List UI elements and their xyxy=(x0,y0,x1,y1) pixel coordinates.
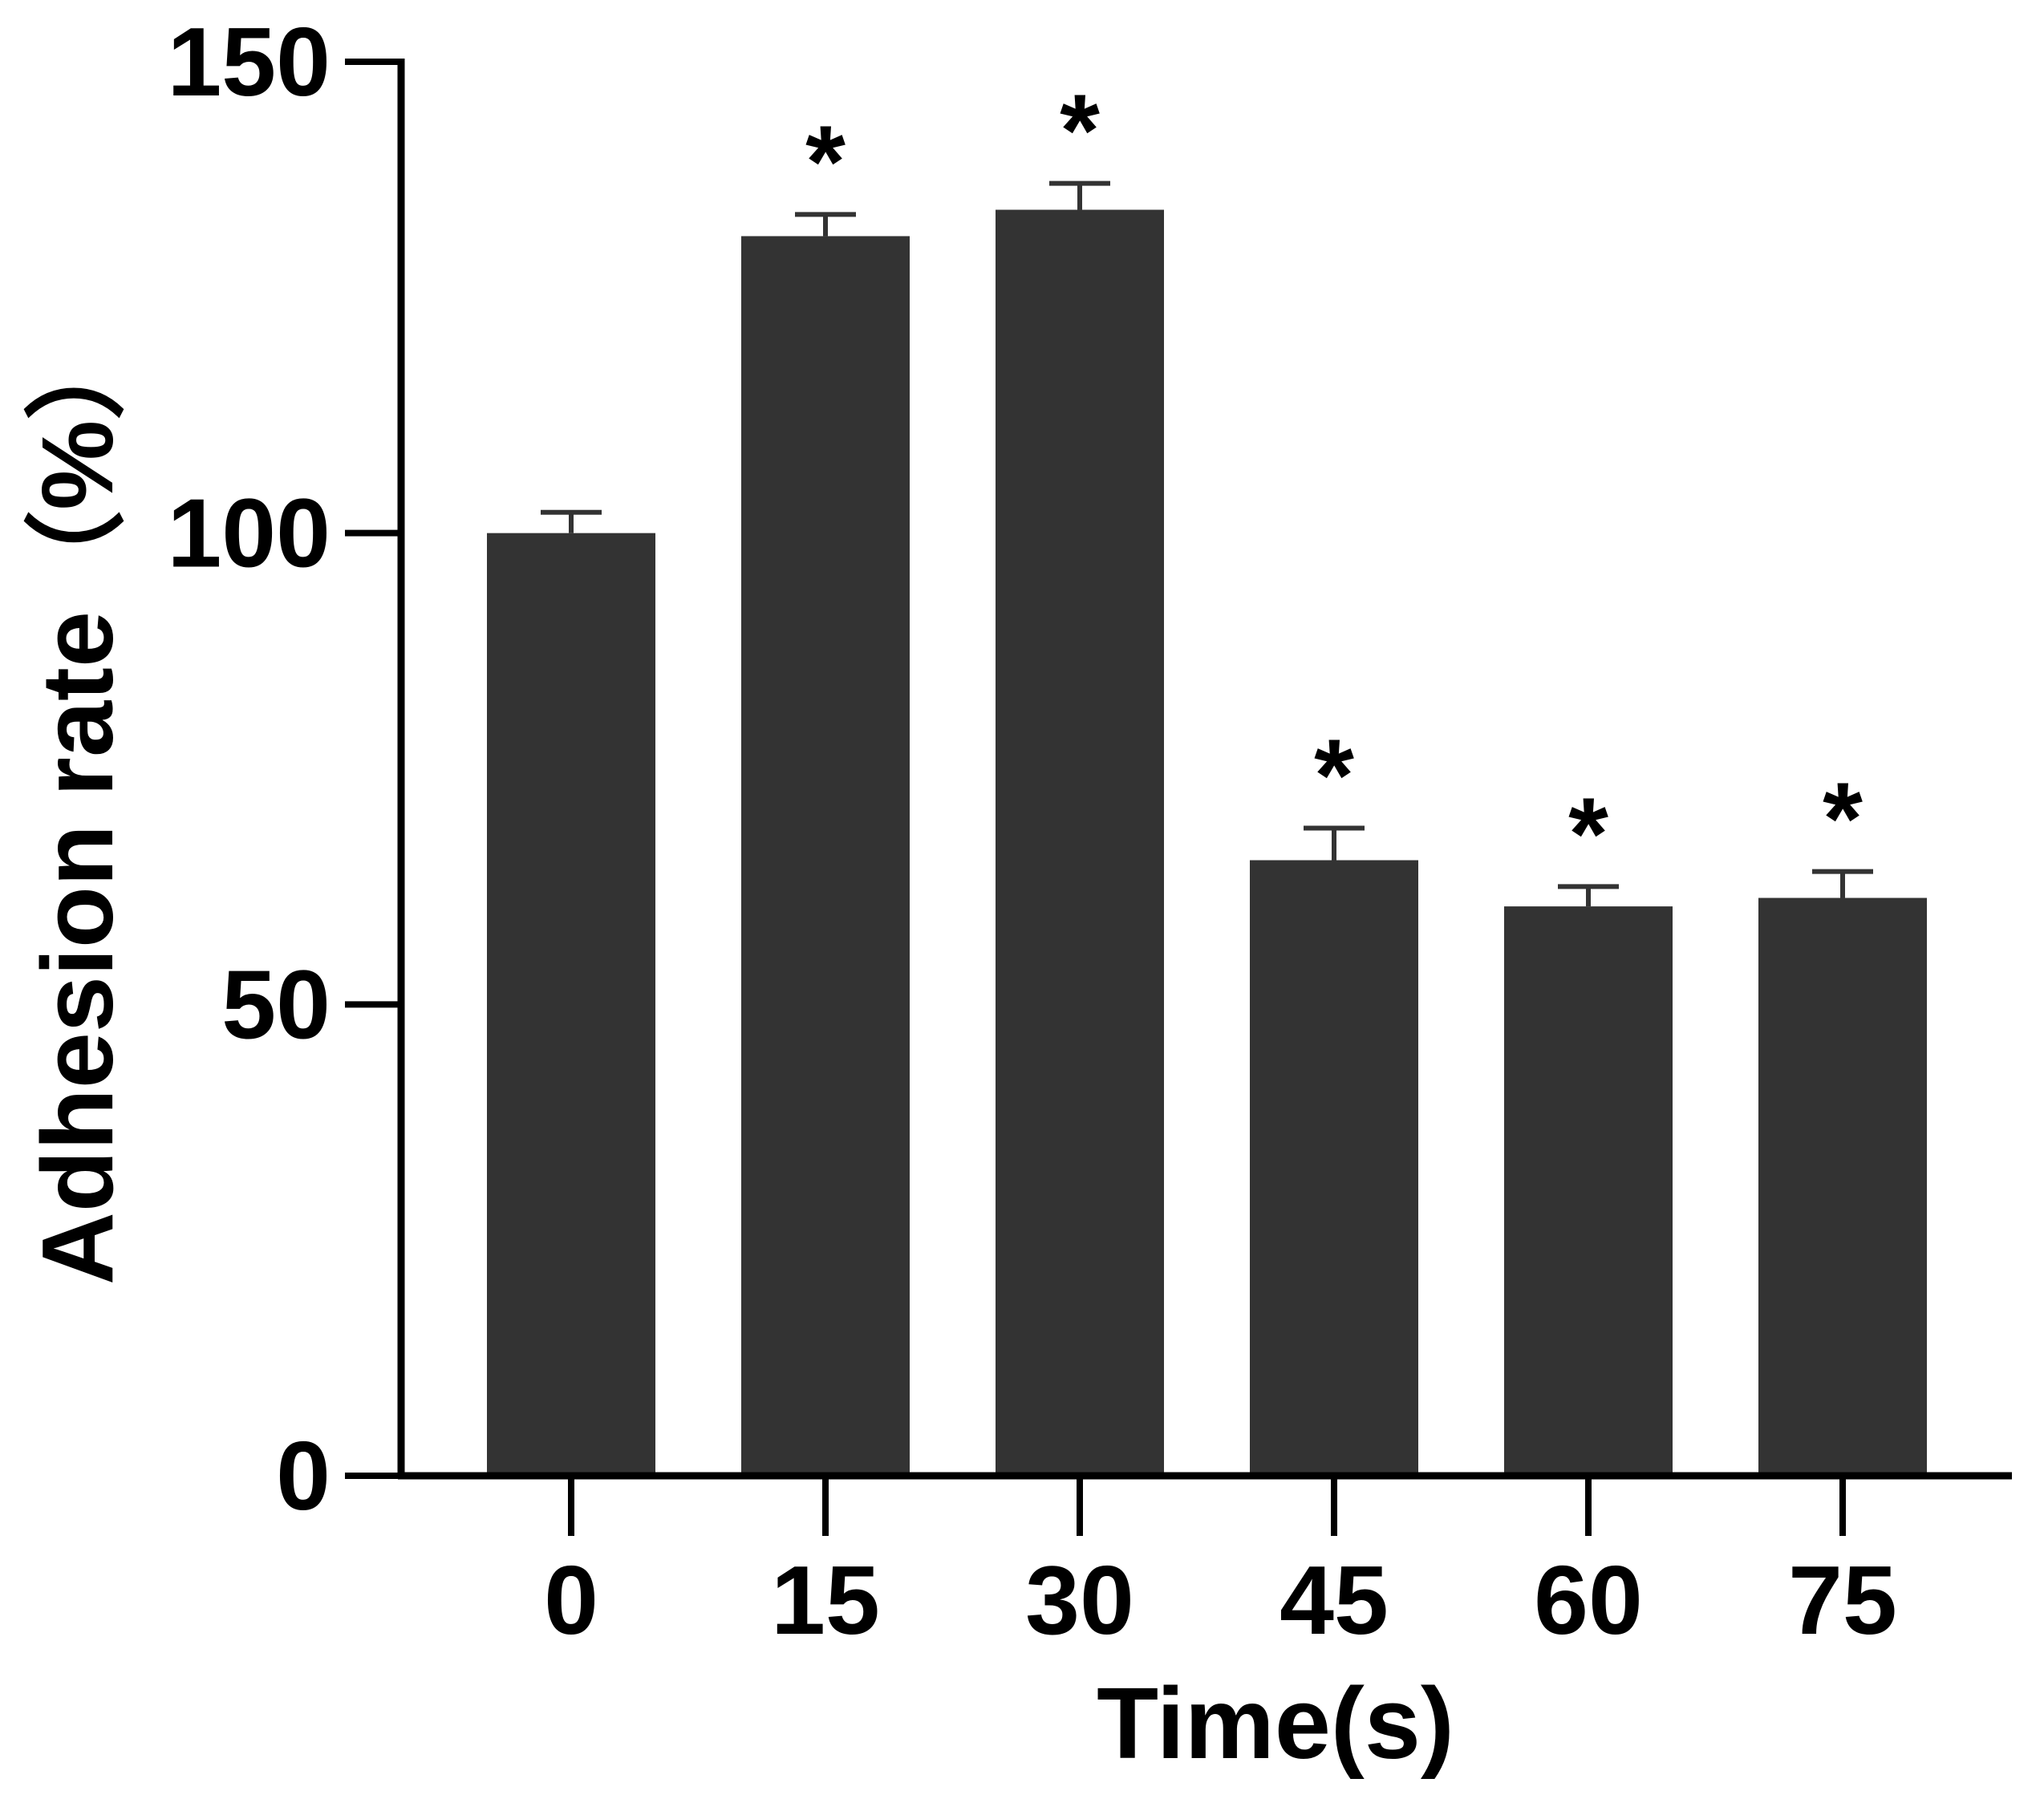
x-axis-label: Time(s) xyxy=(1097,1667,1454,1780)
bar xyxy=(487,533,655,1476)
significance-marker: * xyxy=(1568,776,1608,891)
significance-marker: * xyxy=(1060,74,1100,188)
labels-layer: 0 * 15 * 30 * 45 * 60 * 75 0 50 100 150 xyxy=(167,7,1896,1655)
significance-marker: * xyxy=(1823,762,1863,877)
y-tick-label: 100 xyxy=(167,479,331,588)
bar xyxy=(1504,906,1673,1476)
y-axis-label: Adhesion rate（%） xyxy=(21,319,134,1285)
bars-layer xyxy=(487,209,1927,1477)
significance-marker: * xyxy=(805,104,846,219)
y-tick-label: 0 xyxy=(276,1421,331,1530)
significance-marker: * xyxy=(1314,719,1354,833)
bar xyxy=(1250,860,1418,1476)
x-tick-label: 60 xyxy=(1534,1546,1643,1655)
bar xyxy=(741,236,910,1477)
x-tick-label: 75 xyxy=(1788,1546,1897,1655)
x-tick-label: 0 xyxy=(544,1546,598,1655)
axes-layer xyxy=(345,59,2012,1536)
y-tick-label: 50 xyxy=(221,950,331,1059)
x-tick-label: 30 xyxy=(1025,1546,1134,1655)
x-tick-label: 15 xyxy=(771,1546,880,1655)
bar xyxy=(1758,897,1927,1476)
bar xyxy=(996,209,1164,1476)
x-tick-label: 45 xyxy=(1280,1546,1389,1655)
y-tick-label: 150 xyxy=(167,7,331,116)
error-bars-layer xyxy=(541,180,1873,907)
